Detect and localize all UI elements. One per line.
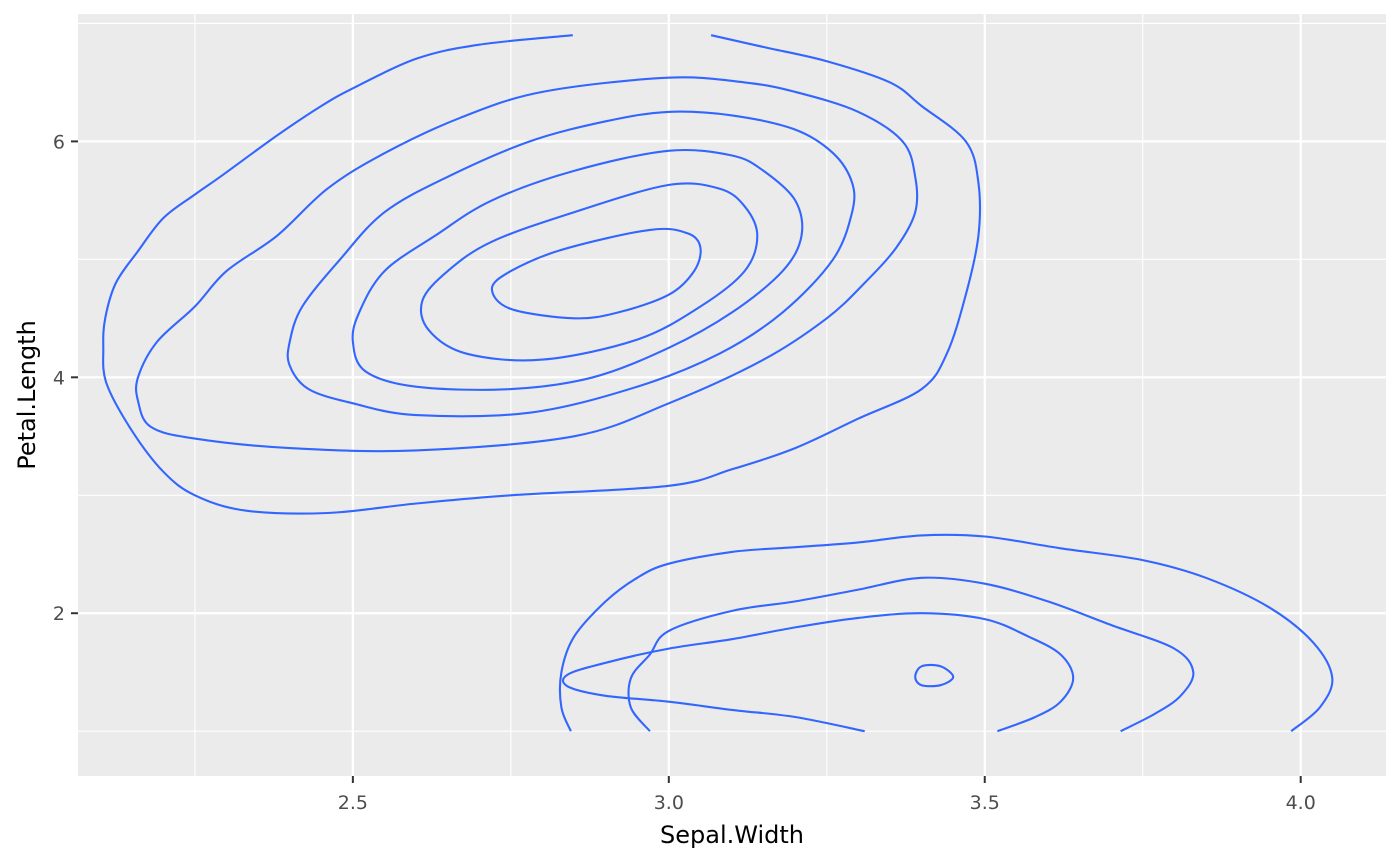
contour-line-upper-0 xyxy=(102,34,982,515)
y-tick-label: 6 xyxy=(53,131,65,153)
y-axis: 2 4 6 xyxy=(53,131,78,625)
contour-line-lower-8 xyxy=(561,612,1075,733)
contour-line-lower-7 xyxy=(627,576,1195,733)
density-contours xyxy=(102,34,1334,733)
contour-line-upper-1 xyxy=(135,76,919,453)
contour-line-upper-5 xyxy=(490,227,702,320)
contour-line-upper-4 xyxy=(419,182,759,362)
y-tick-label: 2 xyxy=(53,603,65,625)
x-tick-label: 3.5 xyxy=(970,792,1000,814)
x-tick-label: 2.5 xyxy=(338,792,368,814)
y-tick-label: 4 xyxy=(53,367,65,389)
contour-line-upper-2 xyxy=(286,110,856,418)
x-tick-label: 4.0 xyxy=(1286,792,1316,814)
contour-line-lower-9 xyxy=(914,663,955,688)
x-axis: 2.5 3.0 3.5 4.0 xyxy=(338,776,1316,814)
x-tick-label: 3.0 xyxy=(654,792,684,814)
y-axis-title: Petal.Length xyxy=(13,320,41,470)
contour-line-upper-3 xyxy=(351,148,804,391)
contour-line-lower-6 xyxy=(558,533,1334,733)
x-axis-title: Sepal.Width xyxy=(660,821,804,849)
